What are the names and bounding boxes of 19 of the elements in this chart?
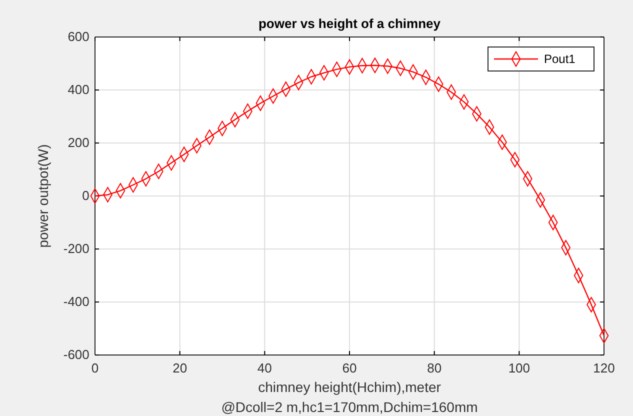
x-tick-label: 60 (342, 360, 357, 376)
x-tick-label: 120 (593, 360, 615, 376)
x-tick-label: 80 (427, 360, 442, 376)
y-tick-label: 400 (68, 82, 90, 98)
x-tick-label: 20 (172, 360, 188, 376)
legend-label: Pout1 (544, 52, 576, 66)
y-tick-label: -400 (63, 294, 90, 310)
y-tick-label: -200 (63, 241, 90, 256)
y-tick-label: 200 (68, 135, 90, 150)
x-axis-title: chimney height(Hchim),meter (258, 379, 442, 395)
chart-title: power vs height of a chimney (258, 16, 442, 31)
y-tick-label: -600 (63, 347, 90, 362)
y-tick-label: 0 (82, 188, 90, 204)
y-tick-label: 600 (68, 29, 90, 44)
text: @Dcoll=2 m,hc1=170mm,Dchim=160mm (221, 399, 478, 415)
x-tick-label: 100 (508, 360, 530, 376)
x-tick-label: 0 (91, 360, 99, 376)
y-axis-title: power outpot(W) (35, 144, 51, 248)
x-tick-label: 40 (257, 360, 272, 376)
